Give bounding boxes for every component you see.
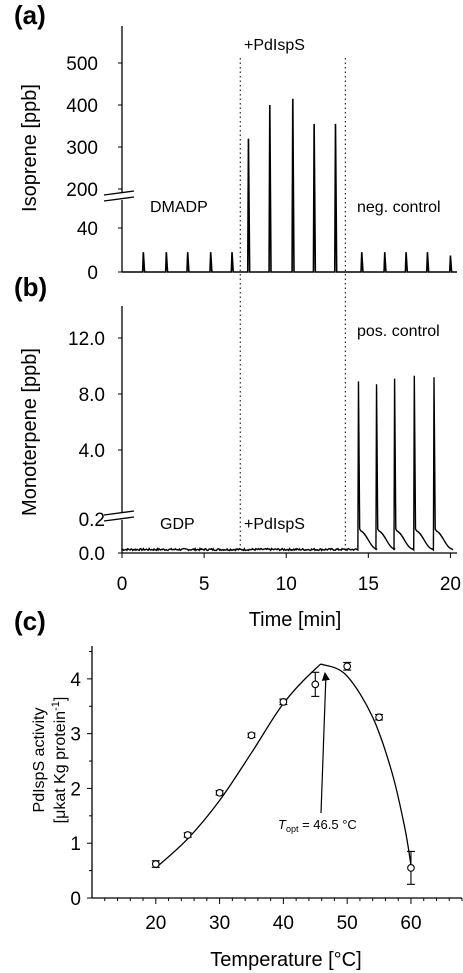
panel-c-y-tick-label: 2 (70, 779, 81, 800)
panel-c-points (151, 661, 415, 885)
panel-a-peaks (122, 98, 457, 273)
panel-b-x-tick-label: 5 (199, 574, 210, 595)
section-dividers (239, 58, 346, 553)
data-point (215, 788, 224, 797)
panel-c-y-tick-label: 3 (70, 725, 81, 746)
panel-c-x-tick-label: 60 (400, 913, 421, 934)
panel-c-axes: 0 1 2 3 4 20 30 40 50 60 (70, 646, 463, 934)
axis-break-mark (103, 516, 135, 522)
panel-b-y-tick-label: 12.0 (68, 329, 105, 350)
panel-b-y-tick-label: 4.0 (79, 441, 105, 462)
panel-c-fit-curve (155, 663, 412, 869)
topt-T: T (278, 817, 287, 832)
annotation-neg-control: neg. control (357, 199, 441, 216)
topt-sub: opt (286, 824, 299, 834)
axis-break-mark (103, 190, 135, 196)
panel-a-y-ticks: 0 40 200 300 400 500 (66, 26, 123, 284)
panel-b-xlabel: Time [min] (249, 609, 342, 631)
panel-a-y-tick-label: 400 (66, 96, 98, 117)
panel-a-y-tick-label: 300 (66, 138, 98, 159)
panel-a-ylabel: Isoprene [ppb] (19, 84, 41, 212)
topt-arrowhead (321, 671, 330, 681)
ylabel-units-main: [μkat Kg protein (52, 711, 69, 823)
panel-c-x-tick-label: 50 (337, 913, 358, 934)
panel-c-y-tick-label: 1 (70, 834, 81, 855)
panel-c-y-tick-label: 4 (70, 670, 81, 691)
panel-b-ylabel: Monoterpene [ppb] (19, 348, 41, 516)
panel-a-axis-break (103, 190, 135, 202)
panel-b-label: (b) (14, 272, 47, 302)
panel-c-y-tick-label: 0 (70, 889, 81, 910)
data-point (375, 713, 383, 722)
panel-c-ylabel: PdIspS activity (31, 708, 48, 813)
panel-a-y-tick-label: 0 (87, 263, 98, 284)
data-point (151, 860, 160, 868)
panel-b-x-tick-label: 15 (358, 574, 379, 595)
ylabel-units-close: ] (52, 697, 69, 701)
panel-a-label: (a) (14, 0, 46, 30)
panel-c-x-tick-label: 40 (273, 913, 294, 934)
panel-b-y-tick-label: 8.0 (79, 385, 105, 406)
annotation-pdisps-a: +PdIspS (244, 37, 305, 54)
ylabel-units-sup: -1 (50, 701, 62, 711)
axis-break-mark (103, 196, 135, 202)
panel-b-axis-break (103, 510, 135, 522)
data-point (311, 680, 320, 689)
panel-c-annotation: Topt = 46.5 °C (278, 671, 357, 834)
panel-b-x-tick-label: 0 (117, 574, 128, 595)
panel-b-y-ticks: 0.0 0.2 4.0 8.0 12.0 (68, 306, 123, 565)
panel-a-y-tick-label: 500 (66, 54, 98, 75)
annotation-dmadp: DMADP (150, 199, 208, 216)
panel-c-x-tick-label: 30 (209, 913, 230, 934)
panel-c-xlabel: Temperature [°C] (210, 949, 361, 971)
fit-curve (155, 663, 412, 869)
panel-b-peaks (121, 375, 454, 552)
panel-b-x-ticks: 0 5 10 15 20 (117, 552, 461, 595)
panel-c: PdIspS activity [μkat Kg protein-1] 0 1 2 3… (31, 646, 463, 971)
annotation-pos-control: pos. control (357, 323, 440, 340)
panel-a-y-tick-label: 200 (66, 180, 98, 201)
data-point (279, 698, 288, 706)
panel-c-x-tick-label: 20 (145, 913, 166, 934)
panel-a: Isoprene [ppb] 0 40 200 300 400 500 DMADP +Pd… (19, 26, 457, 284)
panel-b-x-tick-label: 10 (276, 574, 297, 595)
annotation-pdisps-b: +PdIspS (244, 516, 305, 533)
panel-a-y-tick-label: 40 (77, 219, 98, 240)
topt-arrow (320, 677, 327, 814)
annotation-gdp: GDP (160, 516, 195, 533)
panel-b-trace (121, 375, 454, 552)
panel-c-ylabel-units: [μkat Kg protein-1] (50, 697, 69, 824)
panel-c-label: (c) (14, 606, 46, 636)
data-point (407, 864, 415, 872)
axis-break-mark (103, 510, 135, 516)
data-point (247, 731, 256, 740)
panel-a-trace (122, 98, 457, 273)
panel-b-y-tick-label: 0.2 (79, 510, 105, 531)
panel-b-y-tick-label: 0.0 (79, 544, 105, 565)
panel-b: Monoterpene [ppb] 0.0 0.2 4.0 8.0 12.0 0 5 10 1… (19, 306, 461, 631)
panel-b-x-tick-label: 20 (440, 574, 461, 595)
data-point (183, 831, 192, 839)
data-point (343, 662, 352, 671)
topt-rest: = 46.5 °C (298, 817, 356, 832)
topt-label: Topt = 46.5 °C (278, 817, 357, 834)
